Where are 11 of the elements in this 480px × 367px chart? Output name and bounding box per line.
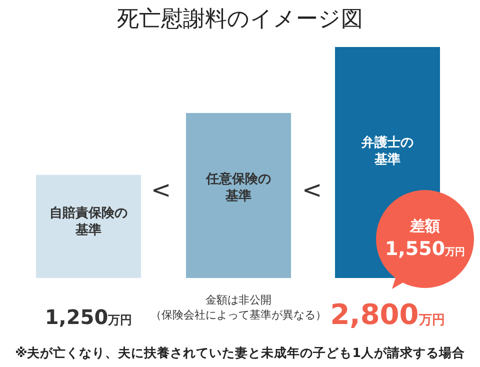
x-tick-label: 自賠責保険の基準 <box>50 204 128 238</box>
data-label: 金額は非公開（保険会社によって基準が異なる） <box>150 294 326 322</box>
x-tick-label: 弁護士の基準 <box>360 134 414 168</box>
data-label: 1,250万円 <box>44 305 132 329</box>
data-label: 2,800万円 <box>330 298 445 331</box>
chart-title: 死亡慰謝料のイメージ図 <box>117 7 363 32</box>
annotation: < <box>150 176 172 204</box>
text: ※夫が亡くなり、夫に扶養されていた妻と未成年の子ども1人が請求する場合 <box>15 345 465 360</box>
annotation: 差額1,550万円 <box>384 217 466 260</box>
annotation: < <box>302 176 322 204</box>
x-tick-label: 任意保険の基準 <box>205 170 271 204</box>
